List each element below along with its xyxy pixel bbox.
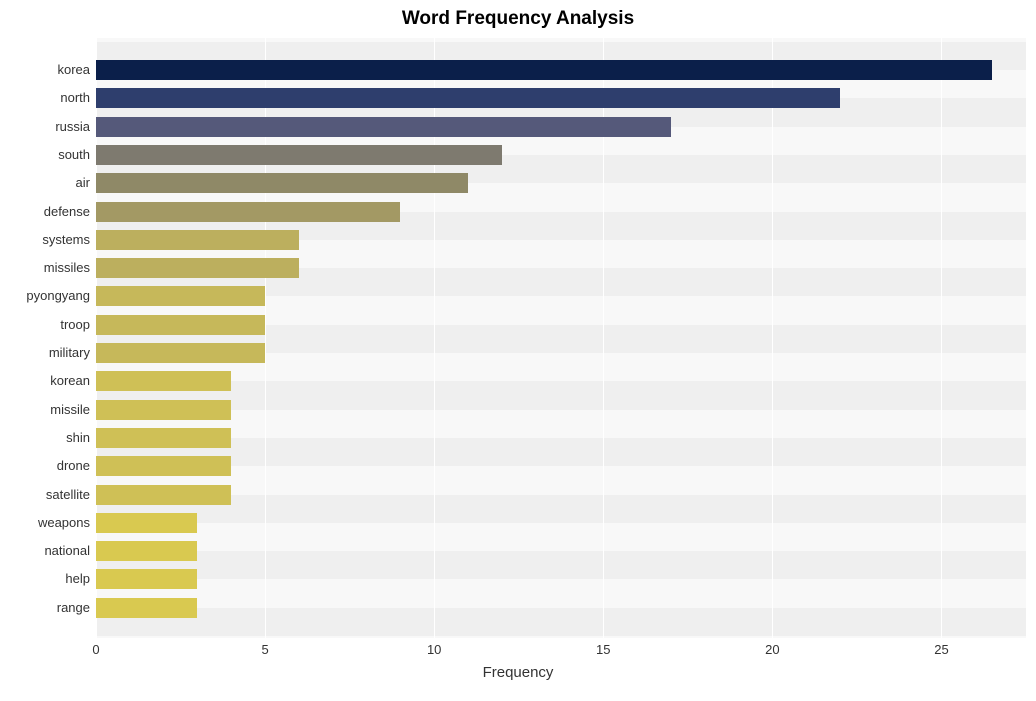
plot-row-band <box>96 523 1026 551</box>
x-tick-label: 25 <box>934 642 948 657</box>
y-tick-label: drone <box>0 456 90 476</box>
x-tick-label: 20 <box>765 642 779 657</box>
y-tick-label: north <box>0 88 90 108</box>
x-tick-label: 0 <box>92 642 99 657</box>
x-tick-label: 10 <box>427 642 441 657</box>
y-tick-label: weapons <box>0 513 90 533</box>
x-tick-label: 15 <box>596 642 610 657</box>
bar <box>96 88 840 108</box>
x-tick-label: 5 <box>261 642 268 657</box>
bar <box>96 315 265 335</box>
chart-title: Word Frequency Analysis <box>0 8 1036 30</box>
x-gridline <box>941 38 942 638</box>
bar <box>96 145 502 165</box>
y-tick-label: range <box>0 598 90 618</box>
word-frequency-chart: Word Frequency Analysis Frequency korean… <box>0 0 1036 701</box>
plot-row-band <box>96 466 1026 494</box>
plot-row-band <box>96 608 1026 636</box>
plot-row-band <box>96 495 1026 523</box>
bar <box>96 400 231 420</box>
y-tick-label: shin <box>0 428 90 448</box>
y-tick-label: military <box>0 343 90 363</box>
bar <box>96 456 231 476</box>
y-tick-label: help <box>0 569 90 589</box>
y-tick-label: satellite <box>0 485 90 505</box>
y-tick-label: missiles <box>0 258 90 278</box>
y-tick-label: pyongyang <box>0 286 90 306</box>
bar <box>96 173 468 193</box>
y-tick-label: defense <box>0 202 90 222</box>
bar <box>96 513 197 533</box>
bar <box>96 202 400 222</box>
bar <box>96 230 299 250</box>
bar <box>96 117 671 137</box>
bar <box>96 569 197 589</box>
bar <box>96 598 197 618</box>
y-tick-label: national <box>0 541 90 561</box>
y-tick-label: south <box>0 145 90 165</box>
y-tick-label: troop <box>0 315 90 335</box>
plot-row-band <box>96 438 1026 466</box>
bar <box>96 485 231 505</box>
x-axis-title: Frequency <box>0 664 1036 681</box>
bar <box>96 541 197 561</box>
plot-row-band <box>96 410 1026 438</box>
y-tick-label: missile <box>0 400 90 420</box>
y-tick-label: korea <box>0 60 90 80</box>
bar <box>96 343 265 363</box>
plot-row-band <box>96 551 1026 579</box>
plot-area <box>96 38 1026 638</box>
bar <box>96 371 231 391</box>
plot-row-band <box>96 381 1026 409</box>
y-tick-label: russia <box>0 117 90 137</box>
y-tick-label: systems <box>0 230 90 250</box>
bar <box>96 258 299 278</box>
plot-row-band <box>96 579 1026 607</box>
x-gridline <box>772 38 773 638</box>
bar <box>96 286 265 306</box>
y-tick-label: air <box>0 173 90 193</box>
y-tick-label: korean <box>0 371 90 391</box>
bar <box>96 428 231 448</box>
bar <box>96 60 992 80</box>
